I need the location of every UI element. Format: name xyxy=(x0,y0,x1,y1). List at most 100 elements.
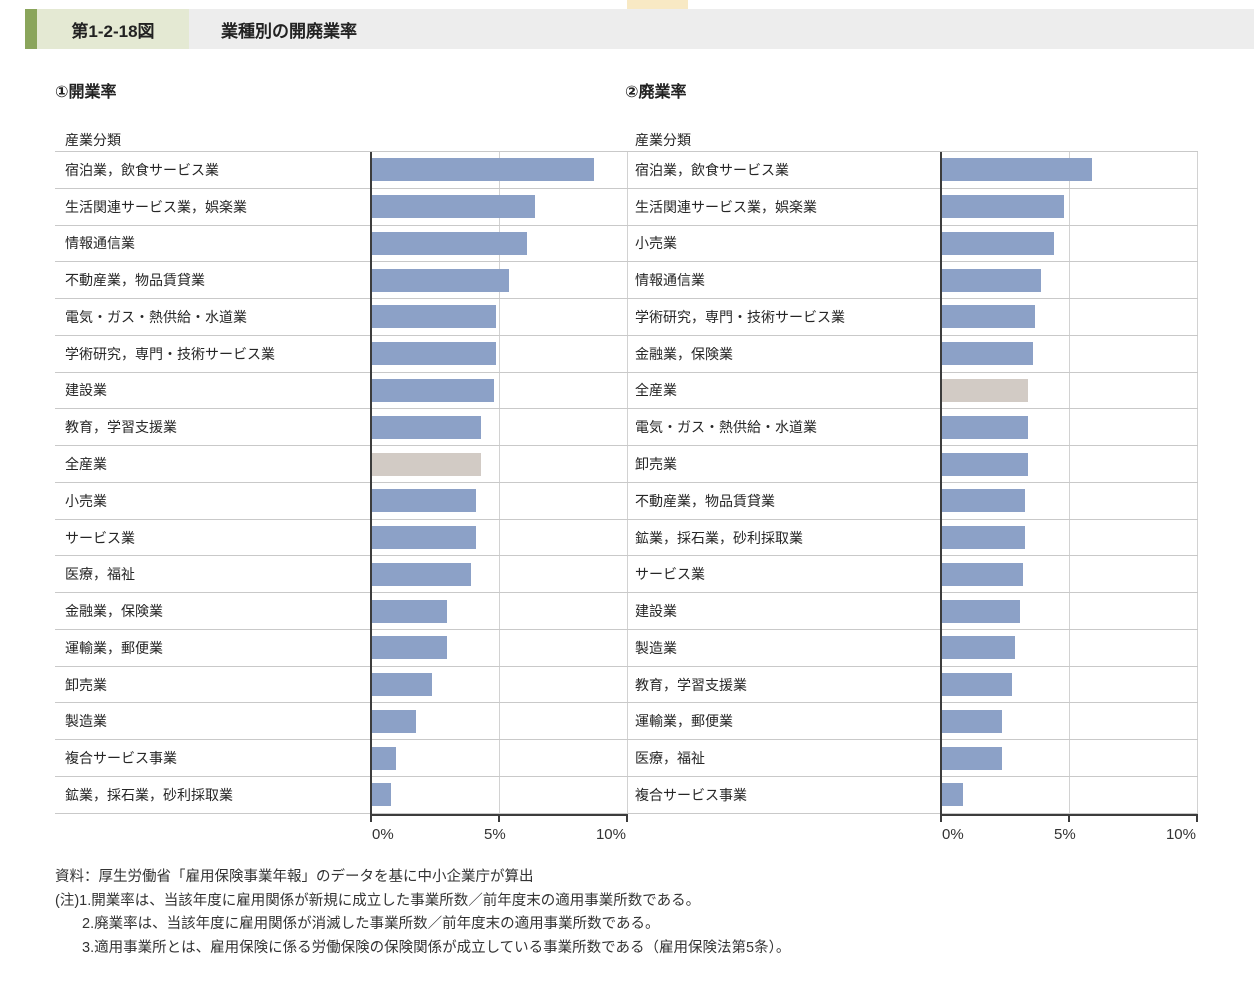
chart-row: 運輸業，郵便業 xyxy=(55,630,628,667)
bar xyxy=(370,195,536,219)
row-label: 建設業 xyxy=(65,382,107,399)
column-header-industry: 産業分類 xyxy=(625,130,1198,152)
row-label: 金融業，保険業 xyxy=(65,603,163,620)
chart-row: 金融業，保険業 xyxy=(625,336,1198,373)
bar-cell xyxy=(940,226,1198,262)
chart-row: 不動産業，物品賃貸業 xyxy=(55,262,628,300)
row-label: 鉱業，採石業，砂利採取業 xyxy=(65,786,233,803)
gridline-5pct xyxy=(499,152,500,814)
bar xyxy=(940,231,1054,255)
chart-row: サービス業 xyxy=(55,520,628,557)
row-label: 医療，福祉 xyxy=(635,750,705,767)
bar xyxy=(940,746,1002,770)
bar-cell xyxy=(370,593,628,629)
figure-number: 第1-2-18図 xyxy=(37,9,189,49)
chart-row: 医療，福祉 xyxy=(55,556,628,594)
chart-row: 電気・ガス・熱供給・水道業 xyxy=(55,299,628,336)
bar xyxy=(370,415,481,439)
x-tick-label-10: 10% xyxy=(1165,826,1196,843)
bar xyxy=(940,452,1028,476)
chart-row: 卸売業 xyxy=(625,446,1198,483)
bar-cell xyxy=(940,703,1198,739)
bar xyxy=(940,562,1023,586)
row-label: 建設業 xyxy=(635,603,677,620)
bar xyxy=(940,305,1036,329)
bar xyxy=(940,195,1064,219)
bar xyxy=(370,562,471,586)
row-label: 全産業 xyxy=(65,456,107,472)
x-axis-tick xyxy=(1196,816,1198,822)
row-label: 卸売業 xyxy=(65,676,107,693)
chart-opening-rate: ①開業率 産業分類 宿泊業，飲食サービス業 生活関連サービス業，娯楽業 情報通信業不… xyxy=(55,78,628,843)
bar-all-industries xyxy=(940,378,1028,402)
x-tick-label-5: 5% xyxy=(483,826,506,843)
row-label: 生活関連サービス業，娯楽業 xyxy=(635,198,817,215)
bar-cell xyxy=(370,409,628,445)
row-label: 小売業 xyxy=(65,492,107,509)
bar xyxy=(940,489,1026,513)
bar-cell xyxy=(370,226,628,262)
row-label: 複合サービス事業 xyxy=(65,750,177,767)
bar-cell xyxy=(370,299,628,335)
x-axis-tick xyxy=(498,816,500,822)
chart-row: 学術研究，専門・技術サービス業 xyxy=(625,299,1198,336)
bar-cell xyxy=(370,483,628,519)
chart-row: 生活関連サービス業，娯楽業 xyxy=(625,189,1198,226)
bar xyxy=(940,158,1093,182)
bar-cell xyxy=(940,299,1198,335)
bar-cell xyxy=(370,446,628,482)
bar-cell xyxy=(940,373,1198,409)
bar xyxy=(940,342,1033,366)
chart-row: 不動産業，物品賃貸業 xyxy=(625,483,1198,520)
row-label: 小売業 xyxy=(635,235,677,252)
row-label: 学術研究，専門・技術サービス業 xyxy=(65,345,275,362)
row-label: 製造業 xyxy=(635,639,677,656)
bar-cell xyxy=(370,630,628,666)
bar-cell xyxy=(940,152,1198,188)
bar-rows: 宿泊業，飲食サービス業 生活関連サービス業，娯楽業 情報通信業 不動産業，物品賃貸業電… xyxy=(55,152,628,814)
bar xyxy=(370,783,391,807)
highlight-marker xyxy=(627,0,688,9)
bar-cell xyxy=(940,336,1198,372)
chart-row: 複合サービス事業 xyxy=(625,777,1198,814)
bar xyxy=(370,268,510,292)
figure-header: 第1-2-18図 業種別の開廃業率 xyxy=(25,9,1254,49)
chart-row: 全産業 xyxy=(625,373,1198,410)
bar-cell xyxy=(940,189,1198,225)
bar xyxy=(370,636,448,660)
row-label: 医療，福祉 xyxy=(65,566,135,583)
bar-cell xyxy=(370,262,628,298)
chart-row: 建設業 xyxy=(625,593,1198,630)
row-label: 全産業 xyxy=(635,382,677,399)
chart-row: 複合サービス事業 xyxy=(55,740,628,778)
row-label: 生活関連サービス業，娯楽業 xyxy=(65,198,247,215)
row-label: 教育，学習支援業 xyxy=(635,676,747,693)
chart-row: 情報通信業 xyxy=(55,226,628,263)
bar xyxy=(370,305,497,329)
chart-row: 鉱業，採石業，砂利採取業 xyxy=(55,777,628,814)
x-axis-tick xyxy=(370,816,372,822)
chart-row: サービス業 xyxy=(625,556,1198,594)
bar-cell xyxy=(370,189,628,225)
row-label: 学術研究，専門・技術サービス業 xyxy=(635,308,845,325)
row-label: 電気・ガス・熱供給・水道業 xyxy=(635,419,817,436)
y-axis-line xyxy=(370,152,372,814)
gridline-5pct xyxy=(1069,152,1070,814)
bar-cell xyxy=(940,667,1198,703)
chart-row: 医療，福祉 xyxy=(625,740,1198,778)
x-axis-tick xyxy=(626,816,628,822)
bar xyxy=(370,489,476,513)
bar xyxy=(940,599,1020,623)
row-label: 教育，学習支援業 xyxy=(65,419,177,436)
bar-cell xyxy=(370,777,628,813)
row-label: 不動産業，物品賃貸業 xyxy=(635,492,775,509)
chart-row: 小売業 xyxy=(55,483,628,520)
bar-cell xyxy=(940,409,1198,445)
x-axis-line xyxy=(940,814,1198,822)
row-label: 宿泊業，飲食サービス業 xyxy=(635,161,789,178)
bar xyxy=(370,673,432,697)
header-accent-bar xyxy=(25,9,37,49)
row-label: 複合サービス事業 xyxy=(635,786,747,803)
chart-row: 宿泊業，飲食サービス業 xyxy=(625,152,1198,189)
